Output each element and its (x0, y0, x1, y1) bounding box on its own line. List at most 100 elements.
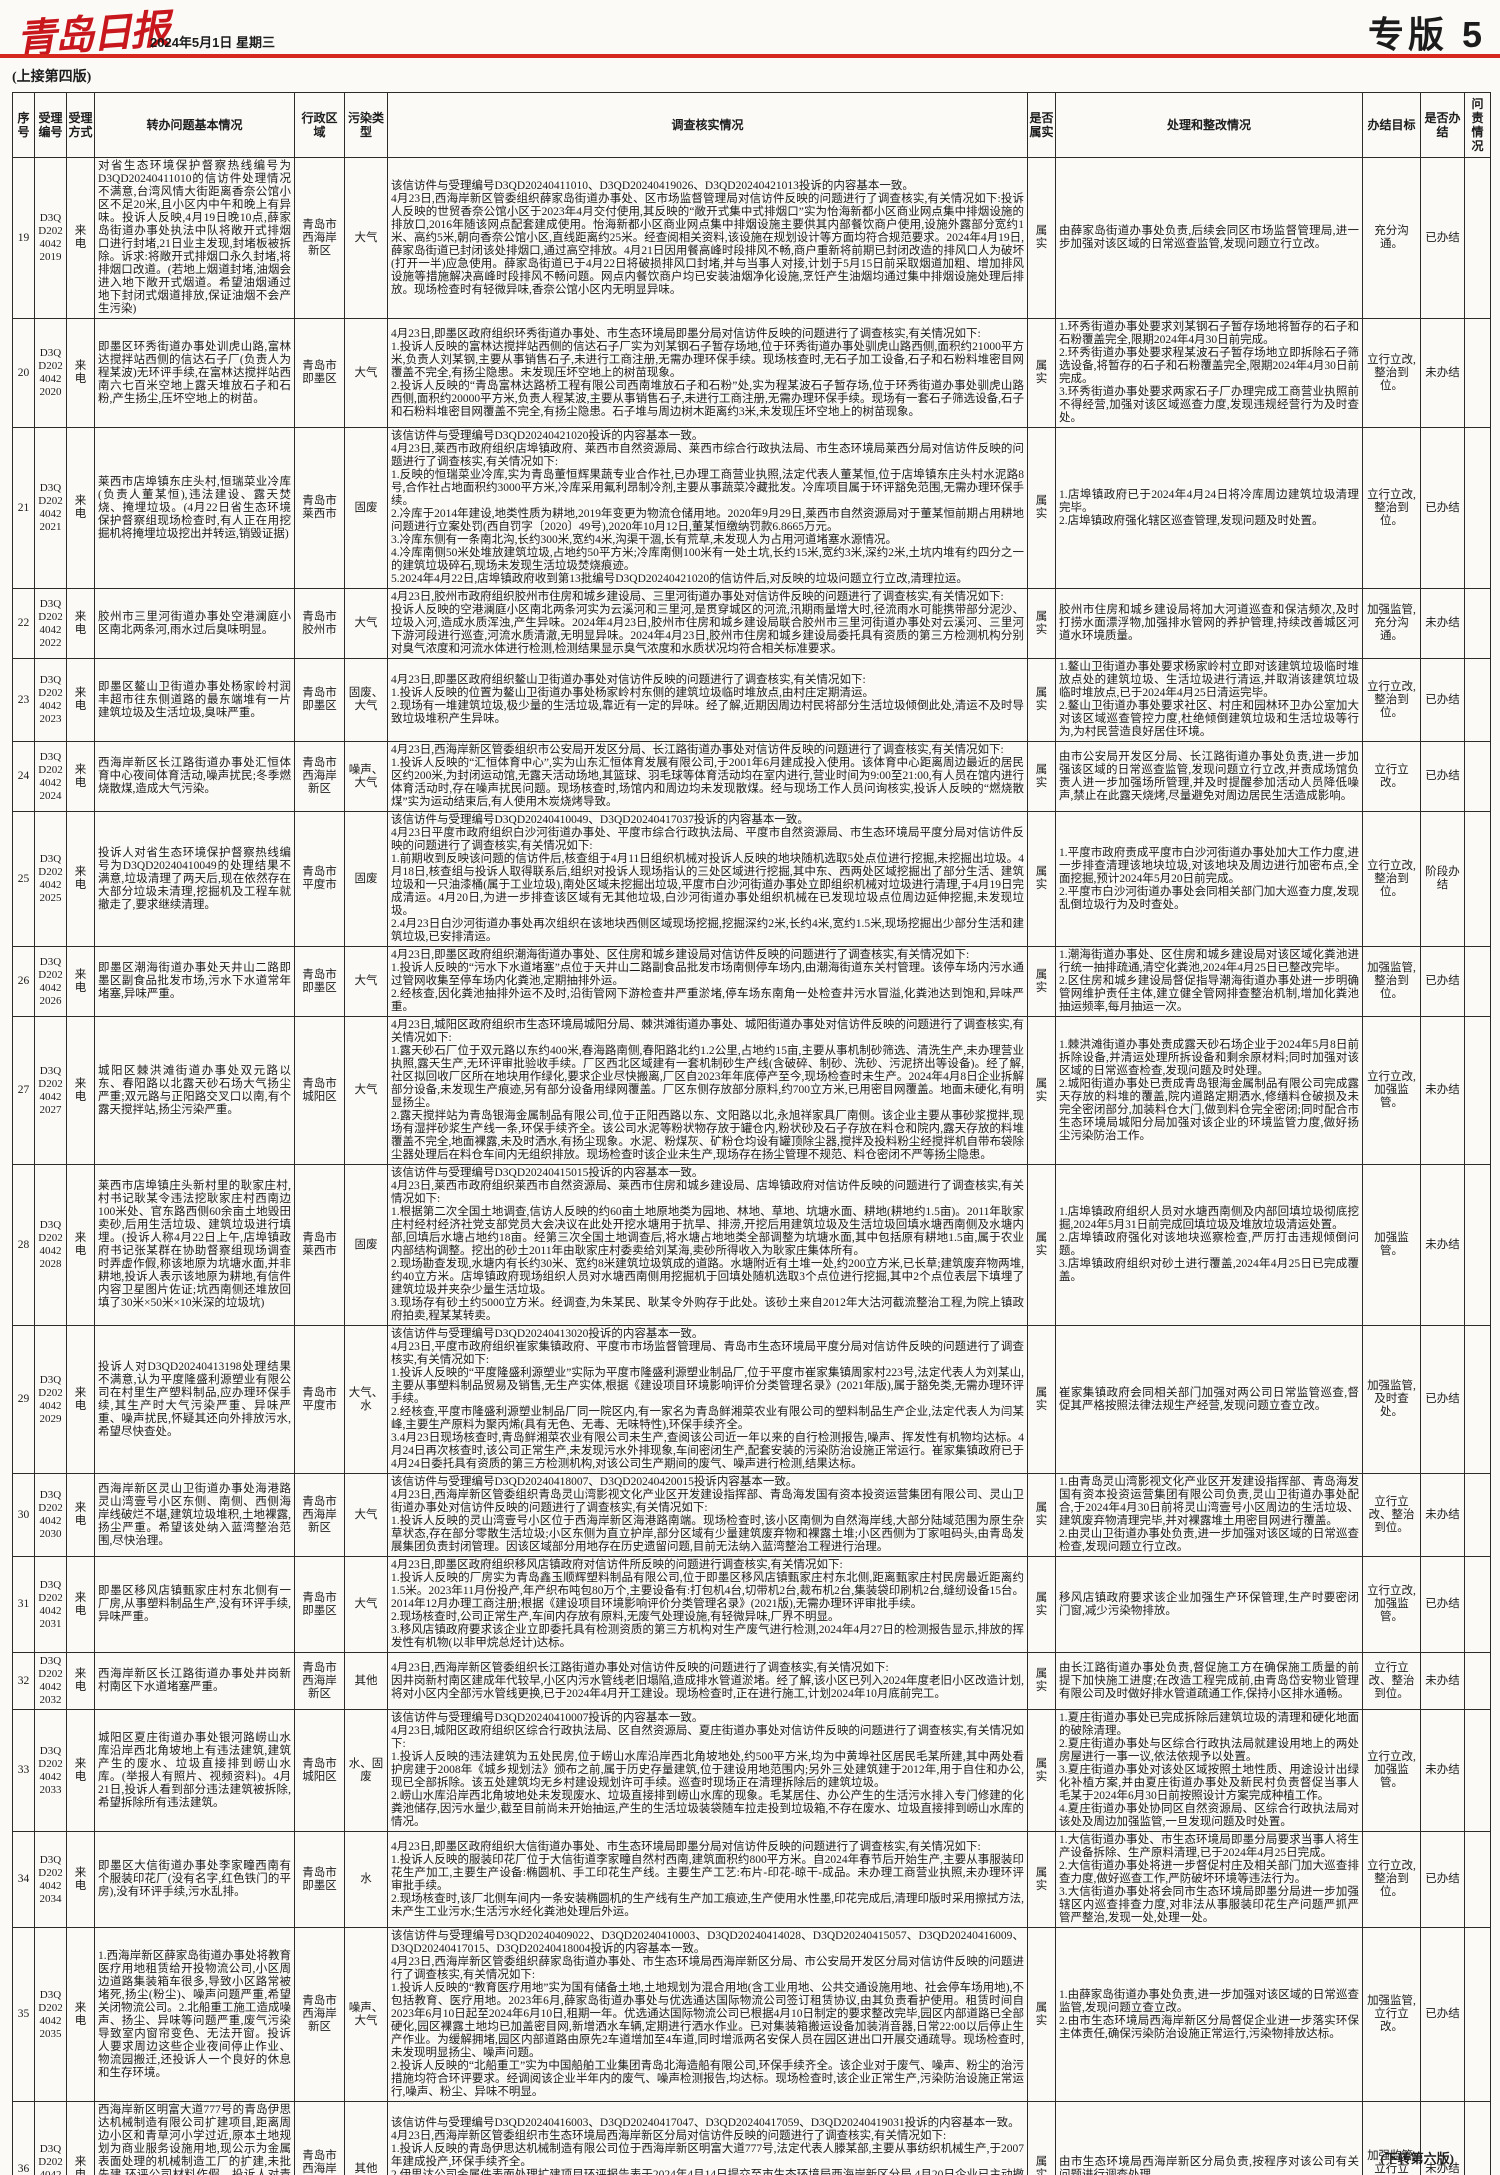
cell-status: 未办结 (1420, 1016, 1465, 1165)
table-row: 32 D3QD2024042 2032 来电 西海岸新区长江路街道办事处井岗新村… (12, 1652, 1491, 1710)
cell-accountability (1464, 1164, 1491, 1326)
cell-target: 加强监管,立行立改。 (1362, 2101, 1421, 2175)
table-row: 24 D3QD2024042 2024 来电 西海岸新区长江路街道办事处汇恒体育… (12, 741, 1491, 812)
cell-serial: 27 (12, 1016, 35, 1165)
cell-target: 立行立改,整治到位。 (1362, 427, 1421, 589)
cell-handling: 由长江路街道办事处负责,督促施工方在确保施工质量的前提下加快施工进度;在改造工程… (1055, 1652, 1363, 1710)
cell-handling: 1.夏庄街道办事处已完成拆除后建筑垃圾的清理和硬化地面的破除清理。 2.夏庄街道… (1055, 1709, 1363, 1832)
cell-target: 加强监管,整治到位。 (1362, 946, 1421, 1017)
cell-handling: 1.棘洪滩街道办事处责成露天砂石场企业于2024年5月8日前拆除设备,并清运处理… (1055, 1016, 1363, 1165)
cell-target: 立行立改,整治到位。 (1362, 811, 1421, 947)
cell-investigation: 该信访件与受理编号D3QD20240413020投诉的内容基本一致。 4月23日… (387, 1325, 1028, 1474)
cell-verified: 属实 (1027, 741, 1056, 812)
cell-verified: 属实 (1027, 1652, 1056, 1710)
cell-problem: 莱西市店埠镇庄头新村里的耿家庄村,村书记耿某令违法挖耿家庄村西南边100米处、官… (94, 1164, 295, 1326)
cell-accountability (1464, 741, 1491, 812)
cell-method: 来电 (66, 1016, 95, 1165)
cell-problem: 西海岸新区长江路街道办事处汇恒体育中心夜间体育活动,噪声扰民;冬季燃烧散煤,造成… (94, 741, 295, 812)
cell-serial: 30 (12, 1473, 35, 1557)
table-row: 19 D3QD2024042 2019 来电 对省生态环境保护督察热线编号为D3… (12, 157, 1491, 319)
cell-verified: 属实 (1027, 946, 1056, 1017)
cell-accountability (1464, 2101, 1491, 2175)
cell-method: 来电 (66, 741, 95, 812)
cell-serial: 23 (12, 658, 35, 742)
cell-method: 来电 (66, 2101, 95, 2175)
cell-status: 已办结 (1420, 157, 1465, 319)
cell-case-id: D3QD2024042 2028 (34, 1164, 67, 1326)
cell-investigation: 该信访件与受理编号D3QD20240418007、D3QD20240420015… (387, 1473, 1028, 1557)
cell-problem: 西海岸新区明富大道777号的青岛伊思达机械制造有限公司扩建项目,距离周边小区和青… (94, 2101, 295, 2175)
cell-case-id: D3QD2024042 2034 (34, 1831, 67, 1928)
cell-region: 青岛市即墨区 (294, 946, 345, 1017)
cell-region: 青岛市即墨区 (294, 1831, 345, 1928)
cell-problem: 城阳区棘洪滩街道办事处双元路以东、春阳路以北露天砂石场大气扬尘严重;双元路与正阳… (94, 1016, 295, 1165)
cell-problem: 莱西市店埠镇东庄头村,恒瑞菜业冷库(负责人董某恒),违法建设、露天焚烧、掩埋垃圾… (94, 427, 295, 589)
cell-handling: 1.店埠镇政府已于2024年4月24日将冷库周边建筑垃圾清理完毕。 2.店埠镇政… (1055, 427, 1363, 589)
cell-pollution-type: 固废 (344, 427, 388, 589)
cell-method: 来电 (66, 1652, 95, 1710)
cell-verified: 属实 (1027, 2101, 1056, 2175)
cell-problem: 西海岸新区灵山卫街道办事处海港路灵山湾壹号小区东侧、南侧、西侧海岸线破烂不堪,建… (94, 1473, 295, 1557)
cell-verified: 属实 (1027, 157, 1056, 319)
cell-accountability (1464, 588, 1491, 659)
cell-serial: 21 (12, 427, 35, 589)
continued-from-note: (上接第四版) (12, 70, 92, 85)
table-row: 27 D3QD2024042 2027 来电 城阳区棘洪滩街道办事处双元路以东、… (12, 1016, 1491, 1165)
cell-serial: 31 (12, 1556, 35, 1653)
cell-handling: 胶州市住房和城乡建设局将加大河道巡查和保洁频次,及时打捞水面漂浮物,加强排水管网… (1055, 588, 1363, 659)
cell-investigation: 4月23日,即墨区政府组织大信街道办事处、市生态环境局即墨分局对信访件反映的问题… (387, 1831, 1028, 1928)
cell-handling: 1.大信街道办事处、市生态环境局即墨分局要求当事人将生产设备拆除、生产原料清理,… (1055, 1831, 1363, 1928)
cell-verified: 属实 (1027, 1325, 1056, 1474)
cell-accountability (1464, 157, 1491, 319)
cell-pollution-type: 固废、大气 (344, 658, 388, 742)
cell-status: 已办结 (1420, 1927, 1465, 2102)
cell-region: 青岛市西海岸新区 (294, 1473, 345, 1557)
col-pollution-type: 污染类型 (344, 92, 388, 158)
cell-verified: 属实 (1027, 1831, 1056, 1928)
cell-pollution-type: 固废 (344, 811, 388, 947)
cell-serial: 34 (12, 1831, 35, 1928)
table-row: 36 D3QD2024042 2036 来电 西海岸新区明富大道777号的青岛伊… (12, 2101, 1491, 2175)
table-row: 25 D3QD2024042 2025 来电 投诉人对省生态环境保护督察热线编号… (12, 811, 1491, 947)
cell-verified: 属实 (1027, 588, 1056, 659)
col-verified: 是否属实 (1027, 92, 1056, 158)
cell-verified: 属实 (1027, 811, 1056, 947)
cell-serial: 22 (12, 588, 35, 659)
table-row: 34 D3QD2024042 2034 来电 即墨区大信街道办事处李家疃西南有个… (12, 1831, 1491, 1928)
cell-investigation: 4月23日,即墨区政府组织环秀街道办事处、市生态环境局即墨分局对信访件反映的问题… (387, 318, 1028, 428)
cell-serial: 33 (12, 1709, 35, 1832)
cell-accountability (1464, 1709, 1491, 1832)
cell-target: 立行立改、整治到位。 (1362, 1473, 1421, 1557)
table-row: 33 D3QD2024042 2033 来电 城阳区夏庄街道办事处银河路崂山水库… (12, 1709, 1491, 1832)
cell-problem: 胶州市三里河街道办事处空港澜庭小区南北两条河,雨水过后臭味明显。 (94, 588, 295, 659)
cell-handling: 1.潮海街道办事处、区住房和城乡建设局对该区域化粪池进行统一抽排疏通,清空化粪池… (1055, 946, 1363, 1017)
cell-pollution-type: 大气 (344, 1016, 388, 1165)
cell-target: 立行立改,整治到位。 (1362, 318, 1421, 428)
cell-serial: 24 (12, 741, 35, 812)
cell-accountability (1464, 427, 1491, 589)
cell-handling: 1.由青岛灵山湾影视文化产业区开发建设指挥部、青岛海发国有资本投资运营集团有限公… (1055, 1473, 1363, 1557)
cell-pollution-type: 大气 (344, 1473, 388, 1557)
cell-accountability (1464, 1016, 1491, 1165)
cell-verified: 属实 (1027, 1927, 1056, 2102)
col-handling: 处理和整改情况 (1055, 92, 1363, 158)
cell-status: 已办结 (1420, 1556, 1465, 1653)
cell-region: 青岛市莱西市 (294, 427, 345, 589)
cell-handling: 移风店镇政府要求该企业加强生产环保管理,生产时要密闭门窗,减少污染物排放。 (1055, 1556, 1363, 1653)
cell-problem: 即墨区大信街道办事处李家疃西南有个服装印花厂(没有名字,红色铁门的平房),没有环… (94, 1831, 295, 1928)
cell-problem: 即墨区鳌山卫街道办事处杨家岭村润丰超市往东侧道路的最东端堆有一片建筑垃圾及生活垃… (94, 658, 295, 742)
cell-investigation: 4月23日,西海岸新区管委组织长江路街道办事处对信访件反映的问题进行了调查核实,… (387, 1652, 1028, 1710)
cell-investigation: 该信访件与受理编号D3QD20240410007投诉的内容基本一致。 4月23日… (387, 1709, 1028, 1832)
cell-accountability (1464, 811, 1491, 947)
cell-serial: 20 (12, 318, 35, 428)
cell-method: 来电 (66, 1831, 95, 1928)
cell-method: 来电 (66, 1927, 95, 2102)
table-row: 21 D3QD2024042 2021 来电 莱西市店埠镇东庄头村,恒瑞菜业冷库… (12, 427, 1491, 589)
cell-investigation: 该信访件与受理编号D3QD20240421020投诉的内容基本一致。 4月23日… (387, 427, 1028, 589)
table-row: 20 D3QD2024042 2020 来电 即墨区环秀街道办事处训虎山路,富林… (12, 318, 1491, 428)
cell-status: 未办结 (1420, 588, 1465, 659)
cell-method: 来电 (66, 1325, 95, 1474)
cell-problem: 即墨区环秀街道办事处训虎山路,富林达搅拌站西侧的信达石子厂(负责人为程某波)无环… (94, 318, 295, 428)
table-row: 31 D3QD2024042 2031 来电 即墨区移风店镇甄家庄村东北侧有一厂… (12, 1556, 1491, 1653)
cell-method: 来电 (66, 1473, 95, 1557)
